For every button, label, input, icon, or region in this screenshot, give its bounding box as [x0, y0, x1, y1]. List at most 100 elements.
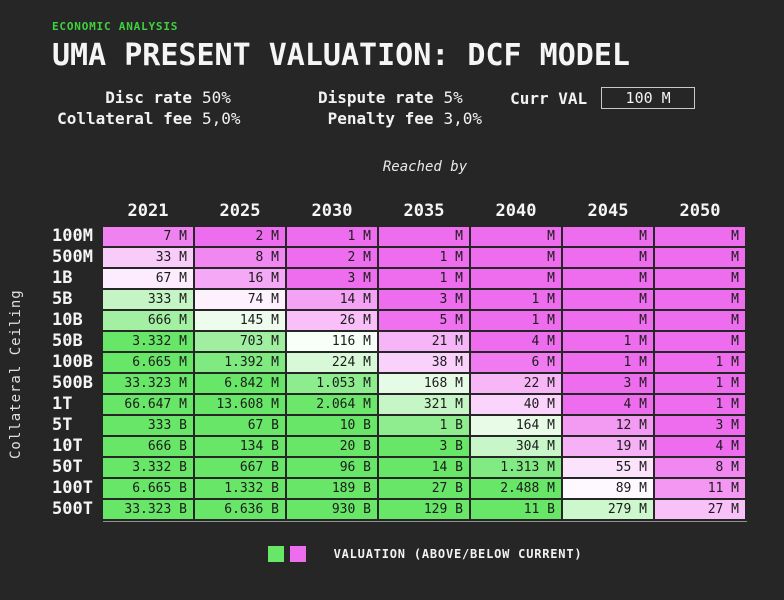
value-cell: 3.332 M [103, 332, 193, 351]
value-cell: M [655, 332, 745, 351]
ceiling-label: 100M [52, 226, 93, 246]
value-cell: 26 M [287, 311, 377, 330]
value-cell: 168 M [379, 374, 469, 393]
value-cell: 4 M [655, 437, 745, 456]
parameters-panel: Disc rate 50% Collateral fee 5,0% Disput… [52, 87, 784, 129]
value-cell: 1 M [655, 374, 745, 393]
value-cell: 1.332 B [195, 479, 285, 498]
value-cell: 1 M [287, 227, 377, 246]
value-cell: 33.323 M [103, 374, 193, 393]
value-cell: M [655, 269, 745, 288]
year-header: 2030 [311, 201, 353, 221]
value-cell: 703 M [195, 332, 285, 351]
value-cell: M [563, 290, 653, 309]
value-cell: M [655, 311, 745, 330]
ceiling-label: 1T [52, 394, 73, 414]
value-cell: 1 M [379, 269, 469, 288]
table-row: 100T 6.665 B 1.332 B 189 B 27 B 2.488 M 89 M 11… [52, 479, 784, 498]
value-cell: 666 M [103, 311, 193, 330]
value-cell: 224 M [287, 353, 377, 372]
value-cell: 33.323 B [103, 500, 193, 519]
param-group-middle: Dispute rate 5% Penalty fee 3,0% [316, 87, 483, 129]
value-cell: 333 B [103, 416, 193, 435]
penalty-fee-value: 3,0% [443, 109, 483, 128]
legend-label: VALUATION (ABOVE/BELOW CURRENT) [333, 547, 583, 561]
value-cell: M [563, 269, 653, 288]
value-cell: 7 M [103, 227, 193, 246]
value-cell: 89 M [563, 479, 653, 498]
value-cell: 4 M [563, 395, 653, 414]
value-cell: 3 M [655, 416, 745, 435]
x-axis-title: Reached by [382, 159, 468, 175]
value-cell: 5 M [379, 311, 469, 330]
ceiling-label: 5B [52, 289, 73, 309]
value-cell: 2 M [195, 227, 285, 246]
value-cell: M [655, 227, 745, 246]
ceiling-label: 100T [52, 478, 93, 498]
value-cell: M [471, 269, 561, 288]
y-axis-title: Collateral Ceiling [8, 289, 24, 460]
value-cell: M [563, 248, 653, 267]
page: ECONOMIC ANALYSIS UMA PRESENT VALUATION:… [8, 20, 784, 562]
ceiling-label: 10T [52, 436, 83, 456]
value-cell: M [471, 248, 561, 267]
ceiling-label: 50T [52, 457, 83, 477]
value-cell: 667 B [195, 458, 285, 477]
value-cell: M [379, 227, 469, 246]
value-cell: 11 B [471, 500, 561, 519]
value-cell: 3 B [379, 437, 469, 456]
value-cell: 38 M [379, 353, 469, 372]
disc-rate-value: 50% [202, 88, 231, 107]
value-cell: 164 M [471, 416, 561, 435]
value-cell: 6 M [471, 353, 561, 372]
value-cell: M [655, 248, 745, 267]
table-bottom-border [103, 521, 747, 522]
value-cell: 1 M [655, 395, 745, 414]
year-header: 2050 [679, 201, 721, 221]
value-cell: 2 M [287, 248, 377, 267]
ceiling-label: 10B [52, 310, 83, 330]
value-cell: 2.064 M [287, 395, 377, 414]
year-header: 2025 [219, 201, 261, 221]
value-cell: M [563, 227, 653, 246]
value-cell: 1 M [379, 248, 469, 267]
disc-rate-label: Disc rate [105, 88, 192, 107]
value-cell: 189 B [287, 479, 377, 498]
curr-val-input[interactable] [601, 87, 696, 109]
value-cell: 66.647 M [103, 395, 193, 414]
value-cell: 3.332 B [103, 458, 193, 477]
value-cell: 11 M [655, 479, 745, 498]
legend-below-swatch [289, 546, 306, 562]
value-cell: 19 M [563, 437, 653, 456]
value-cell: 96 B [287, 458, 377, 477]
year-header-row: 2021 2025 2030 2035 2040 2045 2050 [52, 201, 784, 223]
year-header: 2040 [495, 201, 537, 221]
value-cell: 6.636 B [195, 500, 285, 519]
value-cell: 1.313 M [471, 458, 561, 477]
value-cell: 333 M [103, 290, 193, 309]
ceiling-label: 5T [52, 415, 73, 435]
value-cell: 8 M [195, 248, 285, 267]
collateral-fee-value: 5,0% [202, 109, 241, 128]
value-cell: 279 M [563, 500, 653, 519]
value-cell: 21 M [379, 332, 469, 351]
value-cell: 1 M [563, 353, 653, 372]
ceiling-label: 50B [52, 331, 83, 351]
value-cell: 1 M [655, 353, 745, 372]
ceiling-label: 500M [52, 247, 93, 267]
value-cell: M [471, 227, 561, 246]
ceiling-label: 500B [52, 373, 93, 393]
value-cell: 930 B [287, 500, 377, 519]
curr-val-label: Curr VAL [510, 88, 588, 108]
value-cell: 67 B [195, 416, 285, 435]
collateral-fee-label: Collateral fee [57, 109, 192, 128]
header-spacer [52, 201, 103, 223]
dispute-rate-value: 5% [443, 88, 463, 107]
